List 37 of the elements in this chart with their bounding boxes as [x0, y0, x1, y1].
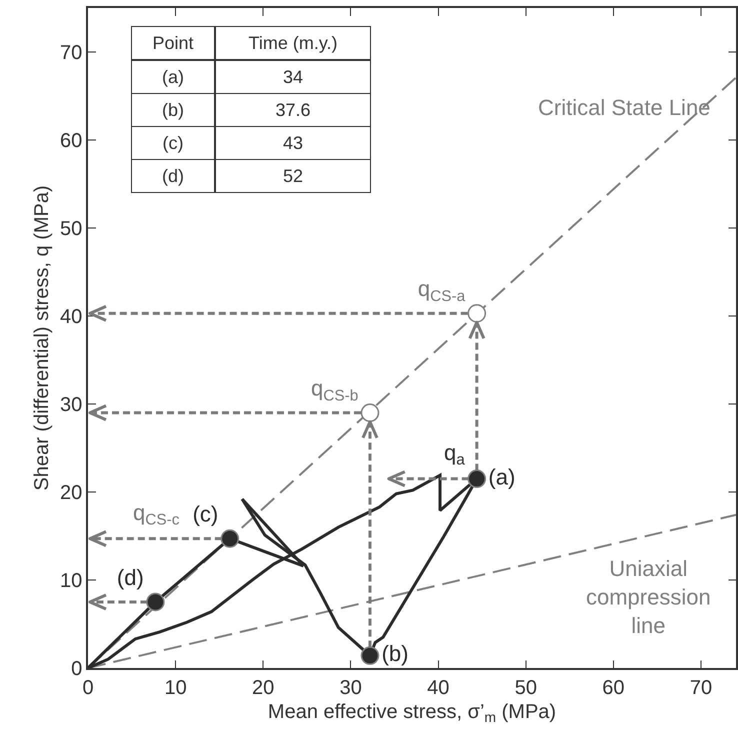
- x-axis-title: Mean effective stress, σ’$_{m}$ (MPa): [268, 700, 556, 725]
- annotation: Time (m.y.): [215, 26, 370, 60]
- x-tick-label: 60: [602, 676, 625, 699]
- y-tick-label: 20: [60, 482, 82, 504]
- annotation: (a): [132, 60, 215, 94]
- y-tick-label: 60: [60, 130, 82, 152]
- x-tick-label: 30: [340, 676, 362, 699]
- annotation: 37.6: [215, 94, 370, 126]
- x-tick-label: 40: [427, 676, 450, 699]
- annotation: 43: [215, 126, 370, 160]
- data-label: (d): [116, 564, 144, 590]
- annotation: q$_{CS-c}$: [133, 500, 180, 529]
- data-label: (c): [192, 502, 218, 527]
- y-axis-title: Shear (differential) stress, q (MPa): [31, 185, 53, 491]
- y-tick-label: 50: [60, 218, 82, 240]
- y-tick-label: 30: [60, 394, 82, 416]
- x-tick-label: 10: [164, 676, 187, 699]
- y-tick-label: 0: [71, 658, 82, 680]
- x-tick-label: 20: [252, 676, 274, 699]
- x-tick-label: 50: [514, 676, 537, 699]
- annotation: Point: [132, 26, 215, 60]
- annotation: 52: [215, 160, 370, 192]
- x-tick-label: 70: [690, 676, 712, 699]
- data-label: q$_{CS-a}$: [418, 276, 466, 305]
- annotation: q$_{a}$: [444, 440, 466, 469]
- series-label: Critical State Line: [538, 95, 710, 120]
- y-tick-label: 40: [60, 306, 82, 328]
- data-label: (b): [382, 641, 408, 666]
- data-label: q$_{CS-b}$: [311, 376, 358, 404]
- series-label: Uniaxial compression line: [586, 556, 711, 638]
- annotation: (b): [132, 94, 215, 126]
- y-tick-label: 70: [60, 42, 82, 64]
- annotation: (c): [132, 126, 215, 160]
- y-tick-label: 10: [60, 570, 82, 592]
- data-label: (a): [488, 464, 516, 490]
- annotation: 34: [215, 60, 370, 94]
- annotation: (d): [132, 160, 215, 192]
